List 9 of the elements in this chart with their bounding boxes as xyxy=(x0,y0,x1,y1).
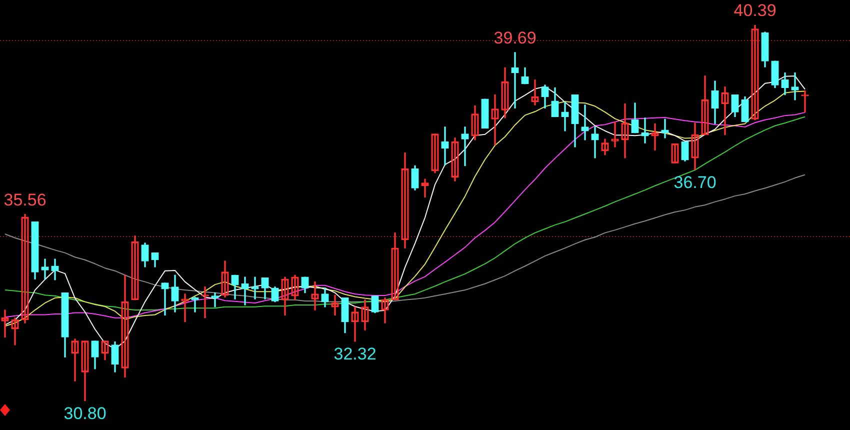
candlestick xyxy=(801,90,809,112)
annotation: 35.56 xyxy=(4,190,46,210)
annotation: 32.32 xyxy=(334,344,376,364)
annotation: 40.39 xyxy=(734,1,776,20)
annotation: 39.69 xyxy=(494,28,536,48)
candlestick xyxy=(201,286,209,318)
annotation: 30.80 xyxy=(64,404,106,424)
candlestick xyxy=(671,143,679,164)
annotation: 36.70 xyxy=(674,172,716,192)
